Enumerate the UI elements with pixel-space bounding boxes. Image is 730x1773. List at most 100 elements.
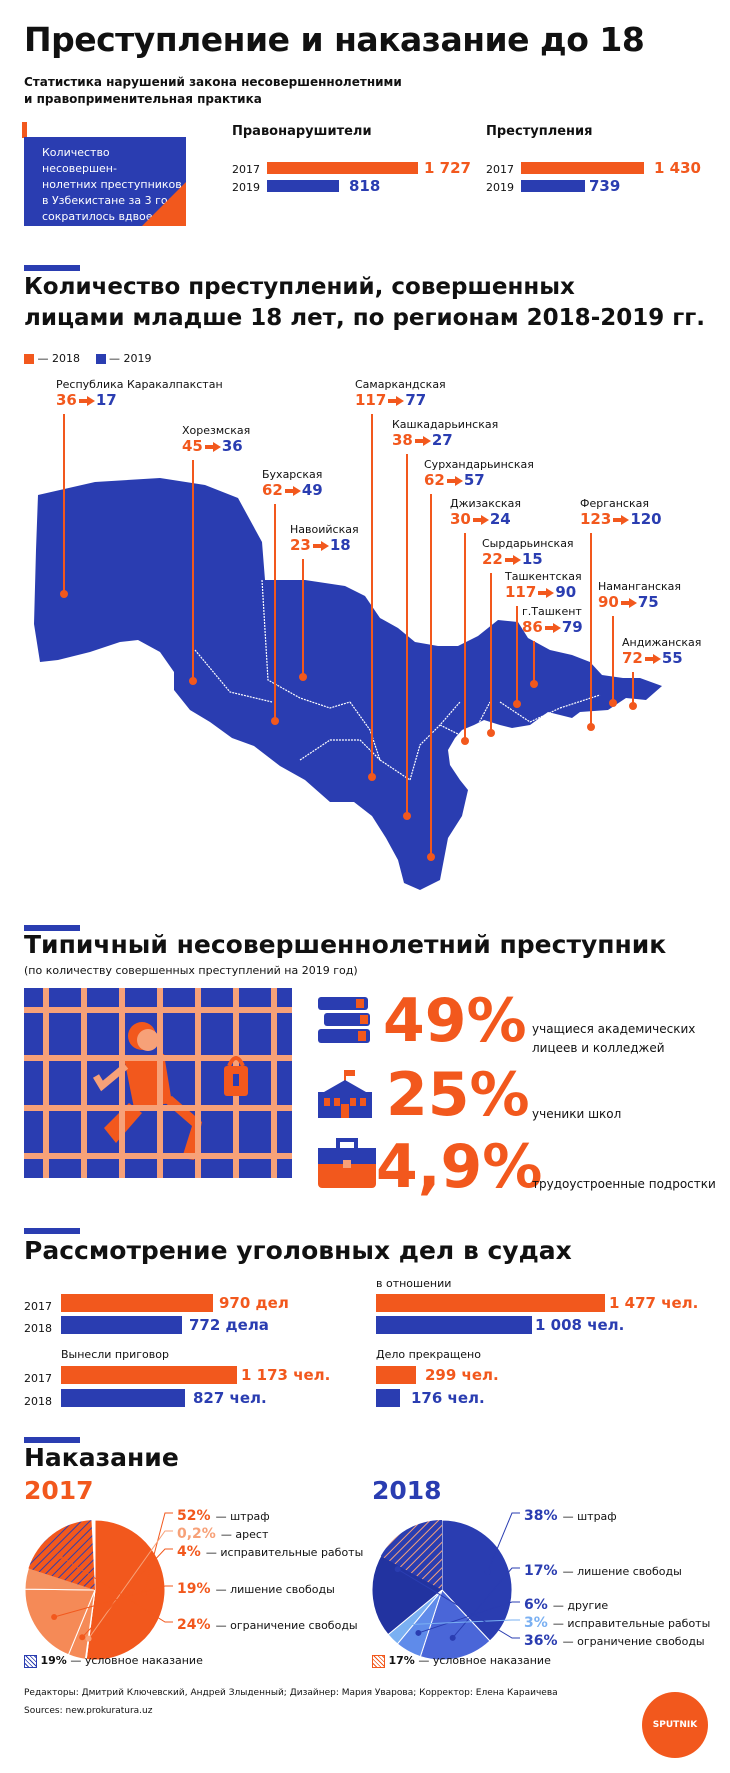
region-name: Сырдарьинская bbox=[482, 537, 574, 550]
pie-leader bbox=[59, 1555, 173, 1623]
region-name: Самаркандская bbox=[355, 378, 446, 391]
arrow-icon bbox=[504, 555, 521, 565]
region-borders bbox=[194, 579, 601, 781]
pie-dot bbox=[85, 1635, 92, 1642]
stat-label: учащиеся академических лицеев и колледже… bbox=[532, 1022, 696, 1055]
sentenced-title: Вынесли приговор bbox=[61, 1348, 169, 1361]
persons-bar-2018 bbox=[376, 1316, 533, 1334]
pie-leader bbox=[487, 1512, 520, 1573]
leader-line bbox=[490, 573, 492, 732]
legend-label: — 2018 bbox=[37, 352, 81, 365]
value-2018: 117 bbox=[505, 583, 537, 601]
stat-percent: 49% bbox=[383, 986, 527, 1056]
pie-slice bbox=[441, 1519, 513, 1642]
pie-label: 38% — штраф bbox=[524, 1505, 617, 1524]
value-2018: 45 bbox=[182, 437, 203, 455]
value-2018: 117 bbox=[355, 391, 387, 409]
persons-value: 1 008 чел. bbox=[535, 1316, 625, 1334]
pie-text: — исправительные работы bbox=[205, 1546, 364, 1559]
region-dot bbox=[530, 680, 538, 688]
page-title: Преступление и наказание до 18 bbox=[24, 20, 645, 59]
conditional-2018: 17% — условное наказание bbox=[372, 1654, 551, 1668]
leader-line bbox=[63, 414, 65, 593]
region-values: 62 57 bbox=[424, 471, 534, 489]
school-icon bbox=[318, 1070, 372, 1118]
cases-value: 772 дела bbox=[189, 1316, 269, 1334]
region-name: Наманганская bbox=[598, 580, 682, 593]
sentenced-bar-2018 bbox=[61, 1389, 186, 1407]
leader-line bbox=[516, 606, 518, 703]
sentenced-bar-2017 bbox=[61, 1366, 237, 1384]
arrow-icon bbox=[414, 436, 431, 446]
crimes-bar-2017 bbox=[521, 162, 644, 174]
region-dot bbox=[189, 677, 197, 685]
value-2018: 36 bbox=[56, 391, 77, 409]
leader-line bbox=[406, 454, 408, 815]
typical-subtitle: (по количеству совершенных преступлений … bbox=[24, 964, 358, 977]
region-label: Сурхандарьинская 62 57 bbox=[424, 458, 534, 489]
books-icon bbox=[318, 997, 370, 1043]
page-subtitle: Статистика нарушений закона несовершенно… bbox=[24, 74, 402, 108]
pie-text: — исправительные работы bbox=[552, 1617, 711, 1630]
pie-leader bbox=[407, 1619, 520, 1626]
arrow-icon bbox=[204, 442, 221, 452]
region-label: Джизакская 30 24 bbox=[450, 497, 521, 528]
value-2018: 90 bbox=[598, 593, 619, 611]
value-2019: 18 bbox=[329, 536, 351, 554]
region-dot bbox=[403, 812, 411, 820]
sources: Sources: new.prokuratura.uz bbox=[24, 1706, 153, 1716]
persons-bar-2017 bbox=[376, 1294, 605, 1312]
section-accent bbox=[24, 1437, 80, 1443]
region-dot bbox=[629, 702, 637, 710]
pie-pct: 6% bbox=[524, 1597, 548, 1613]
value-2018: 38 bbox=[392, 431, 413, 449]
arrow-icon bbox=[538, 588, 555, 598]
value-2019: 49 bbox=[301, 481, 323, 499]
stat-label: трудоустроенные подростки bbox=[532, 1177, 716, 1191]
pie-dot bbox=[449, 1634, 456, 1641]
offenders-title: Правонарушители bbox=[232, 124, 372, 139]
stat-percent: 25% bbox=[386, 1060, 530, 1130]
cases-bar-2017 bbox=[61, 1294, 213, 1312]
value-2019: 75 bbox=[637, 593, 659, 611]
legend-label: — 2019 bbox=[109, 352, 152, 365]
region-dot bbox=[299, 673, 307, 681]
hatch-swatch bbox=[372, 1654, 385, 1668]
subtitle-line: Статистика нарушений закона несовершенно… bbox=[24, 75, 402, 89]
region-label: Ташкентская 117 90 bbox=[505, 570, 582, 601]
arrow-icon bbox=[613, 515, 630, 525]
cases-value: 970 дел bbox=[219, 1294, 289, 1312]
region-label: Сырдарьинская 22 15 bbox=[482, 537, 574, 568]
pie-hatch bbox=[380, 1520, 442, 1590]
section-accent bbox=[24, 265, 80, 271]
pie-label: 0,2% — арест bbox=[177, 1523, 268, 1542]
region-name: Бухарская bbox=[262, 468, 323, 481]
pie-pct: 0,2% bbox=[177, 1526, 216, 1542]
leader-line bbox=[430, 494, 432, 856]
region-name: Кашкадарьинская bbox=[392, 418, 499, 431]
value-2018: 23 bbox=[290, 536, 311, 554]
value-2019: 24 bbox=[489, 510, 511, 528]
pie-pct: 17% bbox=[524, 1563, 558, 1579]
credits: Редакторы: Дмитрий Ключевский, Андрей Зл… bbox=[24, 1688, 558, 1698]
offenders-bar-2019 bbox=[267, 180, 339, 192]
value-2018: 123 bbox=[580, 510, 612, 528]
legend-swatch-2018 bbox=[24, 354, 34, 364]
court-year: 2018 bbox=[24, 1395, 52, 1408]
dismissed-value: 176 чел. bbox=[411, 1389, 485, 1407]
arrow-icon bbox=[544, 623, 561, 633]
dismissed-bar-2018 bbox=[376, 1389, 400, 1407]
pie-dot bbox=[415, 1629, 422, 1636]
region-values: 117 90 bbox=[505, 583, 582, 601]
region-label: Ферганская 123 120 bbox=[580, 497, 662, 528]
region-name: Андижанская bbox=[622, 636, 702, 649]
value-2018: 30 bbox=[450, 510, 471, 528]
crimes-value: 1 430 bbox=[654, 159, 701, 177]
arrow-icon bbox=[284, 486, 301, 496]
note-box: Количество несовершен- нолетних преступн… bbox=[24, 137, 186, 226]
pie-label: 6% — другие bbox=[524, 1594, 608, 1613]
offenders-value: 1 727 bbox=[424, 159, 471, 177]
pie-label: 24% — ограничение свободы bbox=[177, 1614, 358, 1633]
dismissed-title: Дело прекращено bbox=[376, 1348, 481, 1361]
pie-slice bbox=[24, 1588, 96, 1656]
